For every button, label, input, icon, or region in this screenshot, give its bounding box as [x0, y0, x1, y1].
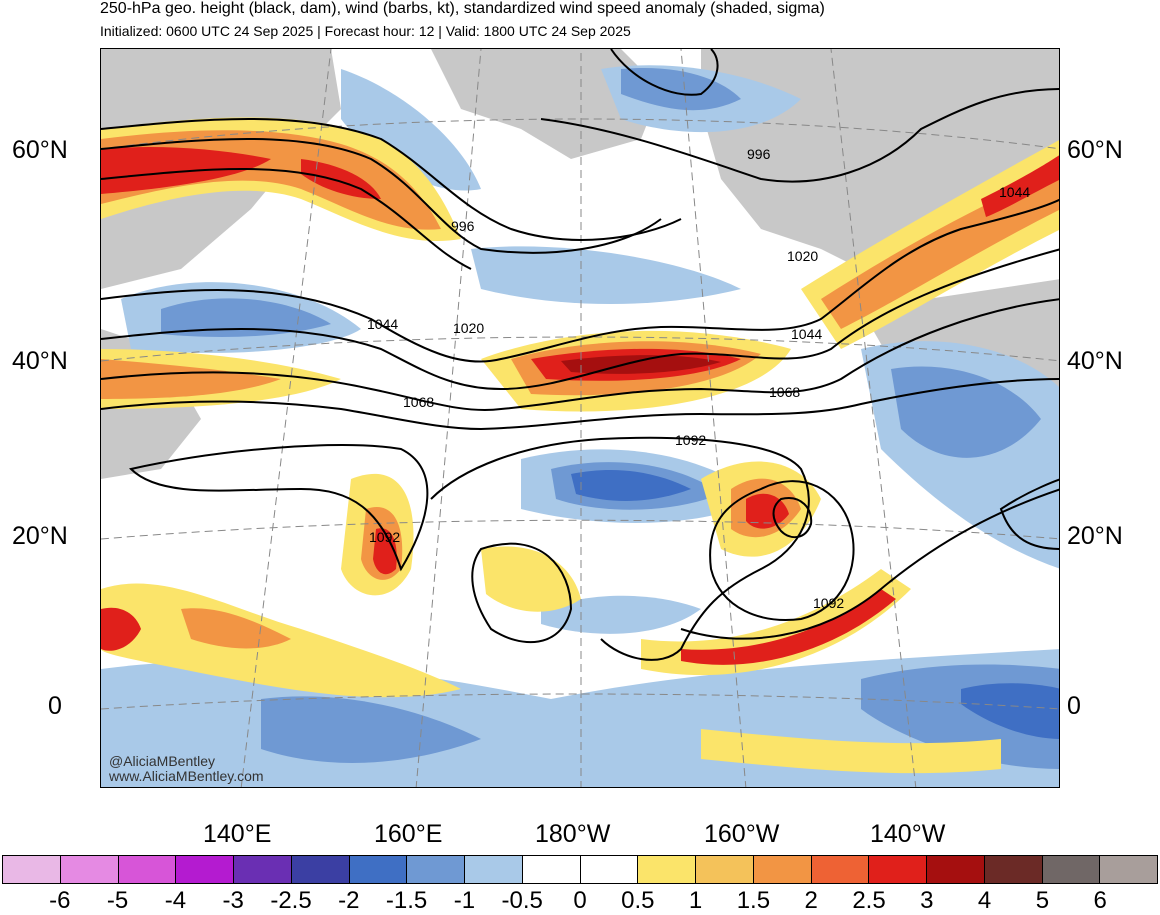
colorbar-swatch: [407, 856, 465, 883]
map-subtitle: Initialized: 0600 UTC 24 Sep 2025 | Fore…: [100, 23, 631, 39]
lon-label: 140°W: [870, 820, 946, 848]
map-title: 250-hPa geo. height (black, dam), wind (…: [100, 0, 825, 17]
colorbar-label: 4: [977, 887, 992, 914]
colorbar-label: -2: [338, 887, 360, 914]
colorbar: [2, 855, 1158, 884]
colorbar-swatch: [984, 856, 1043, 883]
credit-site: www.AliciaMBentley.com: [109, 768, 264, 784]
colorbar-swatch: [869, 856, 927, 883]
colorbar-swatch: [522, 856, 581, 883]
colorbar-label: -2.5: [270, 887, 312, 914]
colorbar-swatch: [118, 856, 177, 883]
colorbar-label: -6: [49, 887, 71, 914]
colorbar-swatch: [291, 856, 350, 883]
lat-label-right: 40°N: [1067, 347, 1123, 375]
lat-label-right: 20°N: [1067, 522, 1123, 550]
map-panel: 996 996 1020 1020 1044 1044 1044 1068 10…: [100, 48, 1060, 788]
contour-label: 1092: [813, 595, 844, 611]
contour-label: 1044: [999, 184, 1030, 200]
colorbar-label: 1.5: [736, 887, 771, 914]
colorbar-swatch: [176, 856, 234, 883]
colorbar-label: 1: [688, 887, 703, 914]
colorbar-label: 0.5: [621, 887, 655, 914]
colorbar-label: -5: [106, 887, 129, 914]
height-contours: [101, 49, 1059, 661]
colorbar-swatch: [753, 856, 812, 883]
contour-label: 1020: [787, 248, 818, 264]
lon-label: 160°E: [374, 820, 443, 848]
lat-label-right: 0: [1067, 692, 1081, 720]
colorbar-label: -3: [222, 887, 244, 914]
colorbar-label: -4: [164, 887, 187, 914]
lat-label-left: 20°N: [12, 522, 68, 550]
contour-label: 1044: [367, 316, 398, 332]
contour-label: 996: [451, 218, 475, 234]
lon-label: 160°W: [704, 820, 780, 848]
graticule: [101, 49, 1059, 787]
contour-labels: 996 996 1020 1020 1044 1044 1044 1068 10…: [367, 146, 1030, 611]
colorbar-swatch: [580, 856, 639, 883]
lat-label-left: 40°N: [12, 347, 68, 375]
colorbar-swatch: [638, 856, 696, 883]
colorbar-swatch: [465, 856, 523, 883]
colorbar-swatch: [1100, 856, 1157, 883]
contour-label: 1092: [369, 529, 400, 545]
colorbar-swatch: [3, 856, 61, 883]
colorbar-swatch: [927, 856, 985, 883]
colorbar-swatch: [234, 856, 292, 883]
colorbar-label: -1: [453, 887, 476, 914]
colorbar-label: 0: [573, 887, 587, 914]
colorbar-label: -0.5: [501, 887, 543, 914]
contour-label: 1044: [791, 326, 822, 342]
credit-handle: @AliciaMBentley: [109, 753, 216, 769]
contour-label: 1068: [403, 394, 434, 410]
lat-label-right: 60°N: [1067, 136, 1123, 164]
colorbar-label: 6: [1093, 887, 1107, 914]
colorbar-swatch: [1042, 856, 1101, 883]
colorbar-swatch: [811, 856, 870, 883]
colorbar-label: 2.5: [852, 887, 886, 914]
colorbar-label: 2: [804, 887, 818, 914]
contour-label: 1020: [453, 320, 484, 336]
colorbar-label: -1.5: [385, 887, 428, 914]
colorbar-swatch: [696, 856, 754, 883]
colorbar-label: 3: [920, 887, 934, 914]
lon-label: 180°W: [535, 820, 611, 848]
weather-map: 996 996 1020 1020 1044 1044 1044 1068 10…: [101, 49, 1059, 787]
colorbar-swatch: [349, 856, 408, 883]
colorbar-label: 5: [1035, 887, 1050, 914]
positive-anomaly-shading: [101, 117, 1059, 774]
lon-label: 140°E: [203, 820, 272, 848]
colorbar-swatch: [60, 856, 119, 883]
lat-label-left: 60°N: [12, 136, 68, 164]
contour-label: 996: [747, 146, 771, 162]
lat-label-left: 0: [48, 692, 62, 720]
contour-label: 1068: [769, 384, 800, 400]
contour-label: 1092: [675, 432, 706, 448]
